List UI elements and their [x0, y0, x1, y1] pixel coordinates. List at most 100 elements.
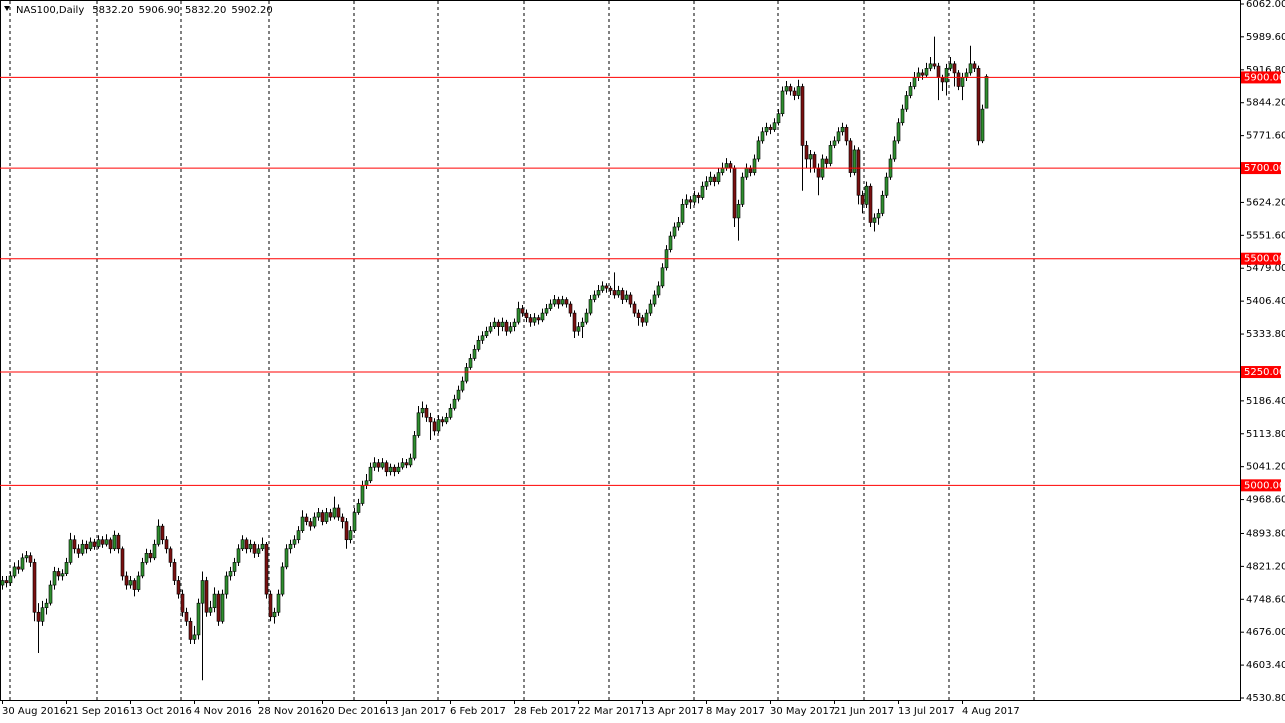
level-label: 5250.00 — [1244, 367, 1285, 378]
candle-body — [840, 126, 845, 133]
y-tick-label: 5406.40 — [1246, 296, 1285, 307]
candle-body — [360, 485, 365, 504]
candle-body — [608, 287, 613, 291]
candle-body — [788, 86, 793, 92]
candle-body — [96, 539, 101, 547]
candle-body — [984, 76, 989, 109]
candle-body — [688, 199, 693, 203]
candle-body — [36, 611, 41, 622]
candle-body — [560, 299, 565, 305]
candle-body — [592, 294, 597, 300]
candle-body — [436, 419, 441, 432]
candle-body — [260, 543, 265, 550]
candle-body — [136, 575, 141, 590]
candle-body — [896, 122, 901, 142]
candle-body — [60, 573, 65, 577]
candle-body — [212, 593, 217, 609]
candle-body — [540, 312, 545, 321]
candle-body — [932, 63, 937, 67]
candle-body — [116, 534, 121, 550]
candle-body — [792, 90, 797, 96]
candle-body — [904, 95, 909, 110]
candle-body — [844, 126, 849, 142]
candle-body — [280, 566, 285, 595]
candle-body — [564, 299, 569, 305]
candle-body — [432, 421, 437, 432]
candle-body — [144, 553, 149, 563]
y-tick-label: 5479.00 — [1246, 263, 1285, 274]
candle-body — [204, 580, 209, 613]
candle-body — [76, 548, 81, 554]
candle-body — [440, 419, 445, 423]
y-tick-label: 4530.80 — [1246, 693, 1285, 704]
candle-body — [232, 562, 237, 572]
candle-body — [448, 407, 453, 418]
x-tick-label: 28 Nov 2016 — [258, 706, 322, 717]
candle-body — [768, 126, 773, 130]
candle-body — [500, 321, 505, 328]
candle-body — [336, 507, 341, 518]
candle-body — [200, 580, 205, 604]
y-tick-label: 6062.00 — [1246, 0, 1285, 10]
candle-body — [268, 593, 273, 618]
candle-body — [68, 539, 73, 563]
x-tick-label: 22 Mar 2017 — [578, 706, 641, 717]
candle-body — [616, 290, 621, 296]
candle-body — [264, 543, 269, 595]
candle-body — [396, 466, 401, 473]
candles — [0, 36, 989, 681]
candle-body — [216, 593, 221, 622]
candle-body — [444, 417, 449, 423]
candle-body — [340, 516, 345, 522]
candle-body — [624, 294, 629, 300]
candle-body — [292, 539, 297, 545]
candle-body — [812, 154, 817, 169]
candle-body — [412, 435, 417, 459]
level-tag — [1241, 71, 1281, 84]
candle-body — [408, 457, 413, 466]
candle-body — [852, 149, 857, 173]
candle-body — [392, 466, 397, 473]
candle-body — [484, 330, 489, 337]
candle-body — [32, 562, 37, 613]
candle-body — [620, 290, 625, 300]
vertical-grid — [9, 1, 1035, 700]
candle-body — [244, 539, 249, 550]
y-tick-label: 5113.80 — [1246, 429, 1285, 440]
candle-body — [660, 267, 665, 287]
candle-body — [344, 521, 349, 541]
y-tick-label: 5771.60 — [1246, 131, 1285, 142]
candle-body — [628, 294, 633, 305]
candle-body — [668, 235, 673, 250]
candle-body — [740, 176, 745, 205]
level-label: 5500.00 — [1244, 254, 1285, 265]
candle-body — [460, 380, 465, 391]
candle-body — [900, 108, 905, 124]
candle-body — [828, 145, 833, 164]
candle-body — [548, 303, 553, 309]
y-tick-label: 5916.80 — [1246, 65, 1285, 76]
candle-body — [24, 555, 29, 559]
candle-body — [8, 575, 13, 584]
candle-body — [772, 122, 777, 130]
candle-body — [28, 555, 33, 563]
candle-body — [192, 634, 197, 640]
x-tick-label: 30 May 2017 — [770, 706, 835, 717]
candle-body — [980, 108, 985, 142]
candle-body — [328, 512, 333, 518]
candle-body — [724, 163, 729, 169]
candle-body — [516, 308, 521, 323]
candle-body — [552, 299, 557, 305]
candle-body — [480, 335, 485, 341]
candle-body — [40, 607, 45, 622]
candle-body — [80, 543, 85, 554]
level-label: 5900.00 — [1244, 72, 1285, 83]
candle-body — [64, 562, 69, 575]
candle-body — [0, 580, 5, 586]
candle-body — [224, 575, 229, 595]
candle-body — [48, 584, 53, 604]
candle-body — [884, 176, 889, 196]
level-tag — [1241, 252, 1281, 265]
candle-body — [744, 167, 749, 178]
candle-body — [800, 86, 805, 146]
